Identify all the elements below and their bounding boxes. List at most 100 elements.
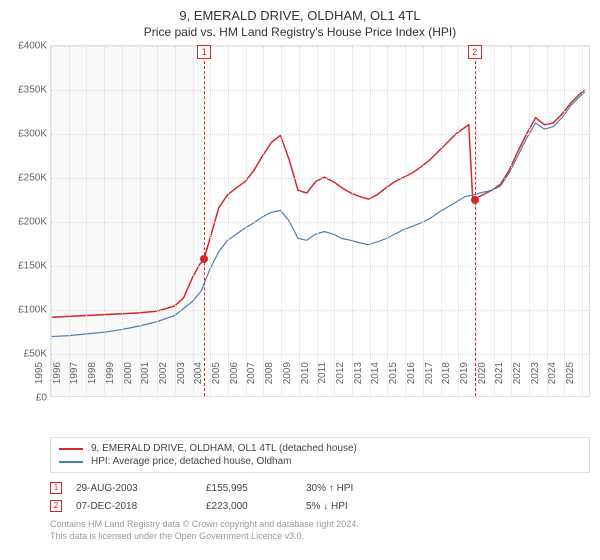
chart-title-sub: Price paid vs. HM Land Registry's House …: [16, 25, 584, 39]
x-tick-label: 1999: [105, 362, 116, 384]
x-tick-label: 2021: [494, 362, 505, 384]
x-tick-label: 2024: [547, 362, 558, 384]
legend-label-price-paid: 9, EMERALD DRIVE, OLDHAM, OL1 4TL (detac…: [91, 443, 357, 454]
y-axis: £0£50K£100K£150K£200K£250K£300K£350K£400…: [17, 46, 51, 396]
x-gridline: [281, 46, 282, 396]
sales-row-price: £223,000: [206, 501, 306, 512]
y-tick-label: £0: [36, 393, 47, 404]
x-gridline: [423, 46, 424, 396]
x-tick-label: 2004: [193, 362, 204, 384]
x-tick-label: 2007: [246, 362, 257, 384]
sales-row-date: 29-AUG-2003: [76, 483, 206, 494]
sales-row-marker: 2: [50, 500, 62, 512]
x-tick-label: 2008: [264, 362, 275, 384]
x-tick-label: 2001: [140, 362, 151, 384]
x-tick-label: 1997: [69, 362, 80, 384]
x-tick-label: 2013: [353, 362, 364, 384]
line-chart-svg: [51, 46, 589, 396]
x-tick-label: 1996: [52, 362, 63, 384]
x-gridline: [441, 46, 442, 396]
y-tick-label: £400K: [18, 41, 47, 52]
x-tick-label: 2015: [388, 362, 399, 384]
x-axis: 1995199619971998199920002001200220032004…: [34, 358, 574, 392]
x-tick-label: 2005: [211, 362, 222, 384]
sales-row-delta: 5% ↓ HPI: [306, 501, 406, 512]
y-gridline: [51, 310, 589, 311]
series-line-price_paid: [52, 90, 585, 318]
x-gridline: [511, 46, 512, 396]
sales-table-row: 2 07-DEC-2018£223,0005% ↓ HPI: [50, 497, 590, 515]
x-gridline: [352, 46, 353, 396]
legend-label-hpi: HPI: Average price, detached house, Oldh…: [91, 456, 292, 467]
y-gridline: [51, 90, 589, 91]
x-tick-label: 2016: [406, 362, 417, 384]
x-gridline: [228, 46, 229, 396]
y-tick-label: £350K: [18, 85, 47, 96]
x-gridline: [582, 46, 583, 396]
series-line-hpi: [52, 92, 585, 337]
sales-table: 129-AUG-2003£155,99530% ↑ HPI 2 07-DEC-201…: [50, 479, 590, 515]
sales-row-price: £155,995: [206, 483, 306, 494]
sales-table-row: 129-AUG-2003£155,99530% ↑ HPI: [50, 479, 590, 497]
y-gridline: [51, 178, 589, 179]
y-tick-label: £200K: [18, 217, 47, 228]
x-gridline: [299, 46, 300, 396]
x-gridline: [51, 46, 52, 396]
x-tick-label: 2000: [123, 362, 134, 384]
x-gridline: [476, 46, 477, 396]
x-tick-label: 2006: [229, 362, 240, 384]
x-tick-label: 2014: [370, 362, 381, 384]
x-gridline: [86, 46, 87, 396]
x-gridline: [564, 46, 565, 396]
sales-row-delta: 30% ↑ HPI: [306, 483, 406, 494]
plot-area: £0£50K£100K£150K£200K£250K£300K£350K£400…: [50, 45, 590, 397]
sale-marker-line: [475, 46, 476, 396]
sales-row-date: 07-DEC-2018: [76, 501, 206, 512]
x-tick-label: 2003: [176, 362, 187, 384]
x-gridline: [263, 46, 264, 396]
legend-box: 9, EMERALD DRIVE, OLDHAM, OL1 4TL (detac…: [50, 437, 590, 473]
y-gridline: [51, 222, 589, 223]
footer-text: Contains HM Land Registry data © Crown c…: [50, 519, 590, 542]
x-gridline: [334, 46, 335, 396]
sale-marker-dot: [471, 196, 479, 204]
y-tick-label: £100K: [18, 305, 47, 316]
x-tick-label: 2019: [459, 362, 470, 384]
y-gridline: [51, 46, 589, 47]
x-gridline: [140, 46, 141, 396]
x-gridline: [529, 46, 530, 396]
chart-container: 9, EMERALD DRIVE, OLDHAM, OL1 4TL Price …: [0, 0, 600, 560]
footer-line-2: This data is licensed under the Open Gov…: [50, 531, 590, 543]
x-tick-label: 2011: [317, 362, 328, 384]
x-tick-label: 2009: [282, 362, 293, 384]
x-gridline: [547, 46, 548, 396]
sale-marker-line: [204, 46, 205, 396]
x-tick-label: 2010: [300, 362, 311, 384]
y-tick-label: £150K: [18, 261, 47, 272]
x-tick-label: 2023: [530, 362, 541, 384]
footer-line-1: Contains HM Land Registry data © Crown c…: [50, 519, 590, 531]
sale-marker-box: 1: [197, 45, 211, 59]
x-gridline: [157, 46, 158, 396]
x-tick-label: 2017: [424, 362, 435, 384]
x-tick-label: 2022: [512, 362, 523, 384]
y-gridline: [51, 354, 589, 355]
x-gridline: [69, 46, 70, 396]
x-gridline: [246, 46, 247, 396]
sale-marker-dot: [200, 255, 208, 263]
x-gridline: [210, 46, 211, 396]
x-gridline: [122, 46, 123, 396]
legend-swatch-hpi: [59, 461, 83, 463]
x-tick-label: 2012: [335, 362, 346, 384]
x-tick-label: 2018: [441, 362, 452, 384]
x-gridline: [387, 46, 388, 396]
legend-row-price-paid: 9, EMERALD DRIVE, OLDHAM, OL1 4TL (detac…: [59, 442, 581, 455]
x-gridline: [370, 46, 371, 396]
y-tick-label: £300K: [18, 129, 47, 140]
chart-title-main: 9, EMERALD DRIVE, OLDHAM, OL1 4TL: [16, 8, 584, 23]
x-gridline: [494, 46, 495, 396]
x-gridline: [175, 46, 176, 396]
y-gridline: [51, 266, 589, 267]
x-tick-label: 1995: [34, 362, 45, 384]
x-gridline: [193, 46, 194, 396]
